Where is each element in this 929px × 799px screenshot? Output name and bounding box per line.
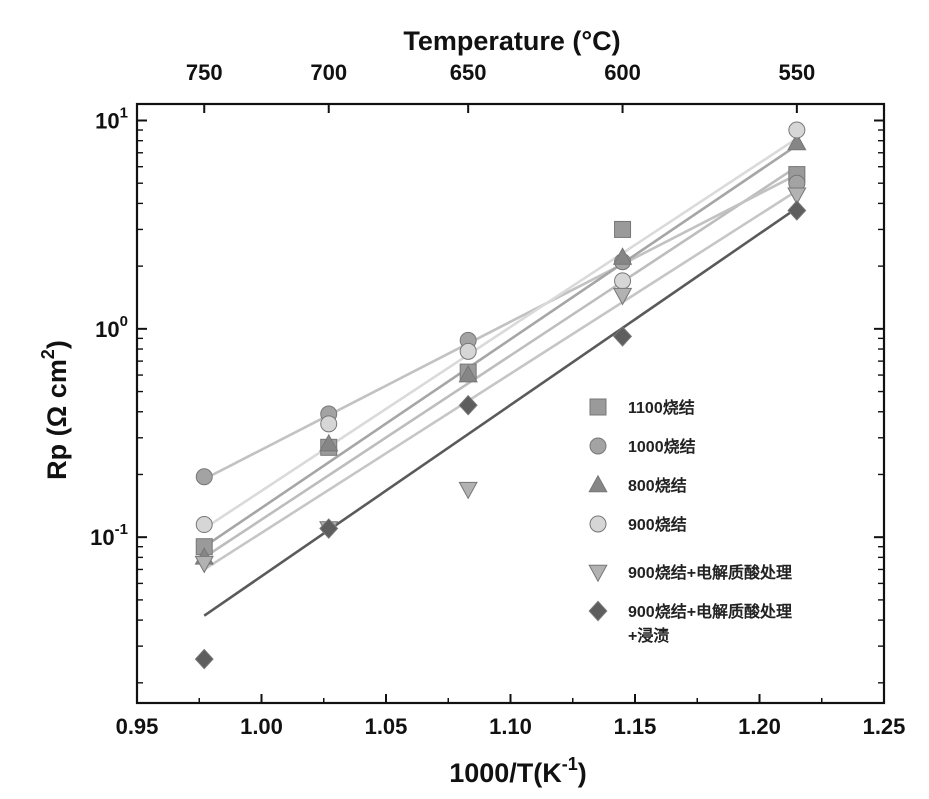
data-point: [787, 132, 807, 151]
data-markers: [194, 121, 807, 670]
data-point: [194, 555, 214, 574]
top-tick-label: 750: [186, 60, 223, 85]
x-tick-label: 1.15: [614, 714, 657, 739]
x-axis-title-sup: -1: [562, 754, 578, 774]
legend-label: 900烧结: [628, 515, 687, 534]
data-point: [458, 364, 478, 383]
legend-marker: [588, 564, 608, 583]
legend-label-line2: +浸渍: [628, 626, 669, 645]
x-axis-title: 1000/T(K-1): [449, 754, 587, 788]
data-point: [613, 326, 633, 347]
x-tick-label: 1.05: [365, 714, 408, 739]
x-tick-label: 0.95: [116, 714, 159, 739]
y-axis-title: Rp (Ω cm2): [38, 340, 72, 480]
x-axis-title-main: 1000/T(K: [449, 758, 562, 788]
legend-label: 900烧结+电解质酸处理: [628, 563, 792, 582]
data-point: [614, 272, 632, 290]
legend-label: 1000烧结: [628, 437, 696, 456]
data-point: [194, 648, 214, 670]
data-point: [458, 394, 478, 416]
legend-label: 800烧结: [628, 476, 687, 495]
x-tick-label: 1.00: [240, 714, 283, 739]
x-tick-label: 1.20: [738, 714, 781, 739]
legend: 1100烧结1000烧结800烧结900烧结900烧结+电解质酸处理900烧结+…: [588, 398, 792, 645]
legend-label-line1: 900烧结+电解质酸处理: [628, 602, 792, 621]
legend-marker: [589, 398, 607, 416]
fit-line: [203, 165, 798, 559]
fit-line: [203, 173, 798, 481]
data-point: [458, 481, 478, 500]
y-tick-label: 101: [95, 104, 128, 133]
data-point: [195, 516, 213, 534]
legend-marker: [589, 437, 607, 455]
data-point: [787, 200, 807, 221]
y-axis-title-sup: 2: [38, 349, 58, 359]
y-tick-exp: -1: [115, 521, 128, 538]
data-point: [195, 468, 213, 486]
legend-label: 1100烧结: [628, 398, 695, 417]
y-axis-title-main: Rp (Ω cm: [42, 359, 72, 480]
y-tick-label: 100: [95, 313, 128, 342]
legend-marker: [588, 474, 608, 493]
fit-line: [203, 137, 798, 530]
y-axis-title-suffix: ): [42, 340, 72, 349]
fit-line: [203, 189, 798, 571]
data-point: [787, 187, 807, 206]
data-point: [459, 342, 477, 360]
legend-marker: [589, 515, 607, 533]
data-point: [614, 220, 632, 238]
y-tick-exp: 0: [120, 313, 128, 330]
axes: 0.95 1.00 1.05 1.10 1.15 1.20 1.25 750 700 650 600…: [90, 60, 905, 739]
x-tick-label: 1.10: [489, 714, 532, 739]
top-axis-title: Temperature (°C): [403, 26, 620, 56]
top-tick-label: 550: [778, 60, 815, 85]
data-point: [612, 287, 633, 306]
x-axis-title-suffix: ): [578, 758, 587, 788]
top-tick-label: 600: [604, 60, 641, 85]
x-tick-label: 1.25: [863, 714, 906, 739]
y-tick-exp: 1: [120, 104, 128, 121]
data-point: [320, 415, 338, 433]
legend-label: 900烧结+电解质酸处理 +浸渍: [628, 602, 792, 645]
top-tick-label: 650: [450, 60, 487, 85]
fit-line: [203, 206, 798, 617]
y-tick-label: 10-1: [90, 521, 128, 550]
data-point: [612, 247, 633, 265]
legend-marker: [588, 600, 608, 622]
fit-line: [203, 144, 798, 548]
data-point: [319, 518, 339, 539]
fit-lines: [203, 137, 798, 617]
y-tick-base: 10: [90, 525, 114, 550]
y-tick-base: 10: [95, 317, 119, 342]
y-tick-base: 10: [95, 108, 119, 133]
top-tick-label: 700: [310, 60, 347, 85]
data-point: [788, 121, 806, 139]
data-point: [319, 433, 339, 452]
